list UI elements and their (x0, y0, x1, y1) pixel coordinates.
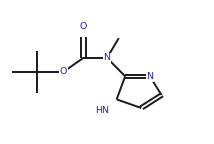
Text: N: N (146, 72, 153, 81)
Text: HN: HN (95, 106, 109, 115)
Text: N: N (104, 53, 110, 62)
Text: O: O (80, 22, 87, 31)
Text: O: O (59, 68, 67, 76)
